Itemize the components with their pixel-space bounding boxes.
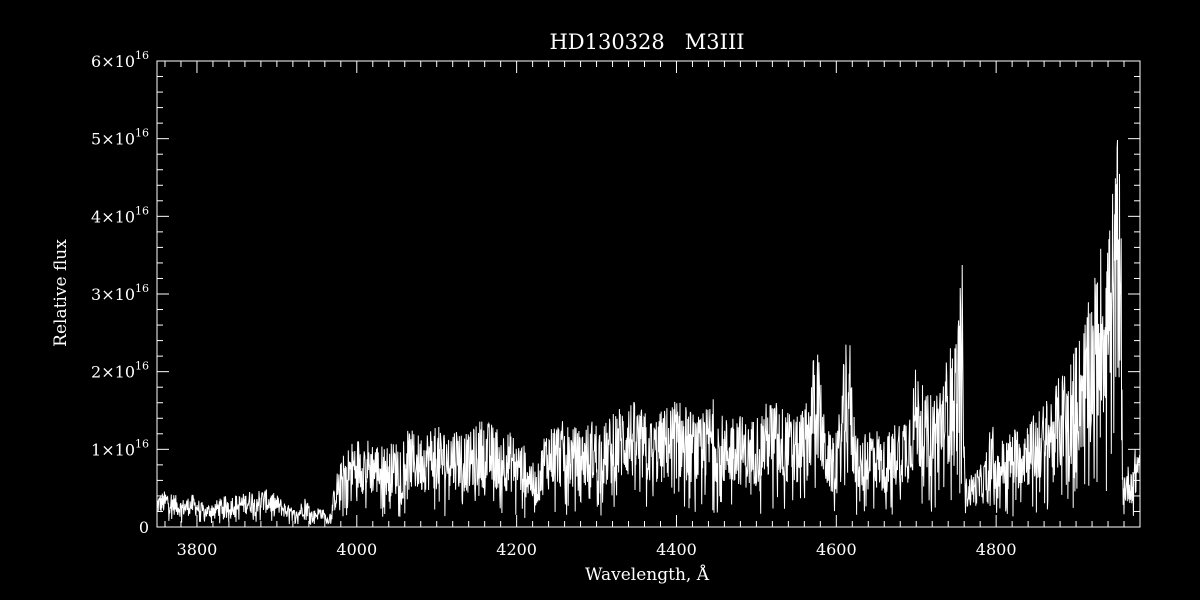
y-axis-ticks: 0 1×1016 2×1016 3×1016 4×1016 5×1016 6×1016 — [91, 49, 1140, 537]
y-tick-label: 1×1016 — [91, 437, 149, 459]
x-tick-label: 4200 — [496, 540, 537, 559]
y-tick-label: 5×1016 — [91, 127, 149, 149]
x-tick-label: 4400 — [656, 540, 697, 559]
spectrum-series — [156, 139, 1141, 526]
y-tick-label: 2×1016 — [91, 360, 149, 382]
x-axis-ticks: 3800 4000 4200 4400 4600 4800 — [164, 61, 1141, 559]
x-tick-label: 3800 — [177, 540, 218, 559]
x-tick-label: 4000 — [336, 540, 377, 559]
chart-title: HD130328 M3III — [549, 30, 744, 54]
y-axis-label: Relative flux — [51, 239, 71, 347]
y-tick-label: 0 — [139, 518, 149, 537]
y-tick-label: 6×1016 — [91, 49, 149, 71]
x-tick-label: 4600 — [816, 540, 857, 559]
x-tick-label: 4800 — [976, 540, 1017, 559]
spectrum-line — [156, 139, 1141, 526]
y-tick-label: 3×1016 — [91, 282, 149, 304]
x-axis-label: Wavelength, Å — [585, 564, 710, 585]
y-tick-label: 4×1016 — [91, 204, 149, 226]
